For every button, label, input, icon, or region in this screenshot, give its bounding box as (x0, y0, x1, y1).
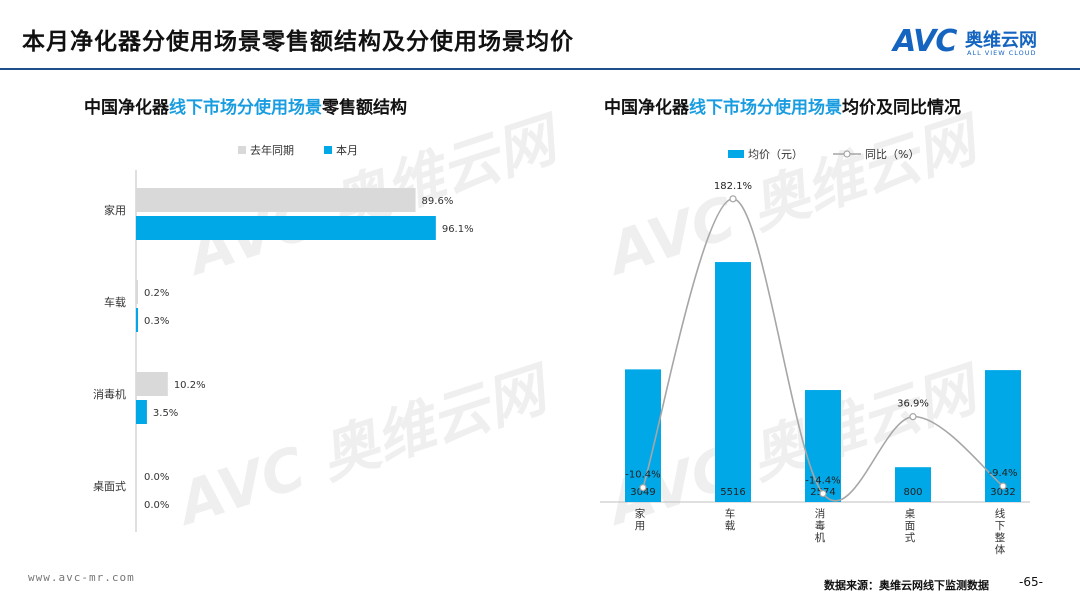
category-label: 消毒机 (93, 387, 126, 401)
category-label: 毒 (815, 519, 826, 532)
yoy-point (729, 195, 737, 203)
bar-prev (136, 280, 138, 304)
category-label: 用 (635, 520, 646, 532)
brand-name-cn: 奥维云网 (965, 30, 1037, 51)
legend-swatch-bar (728, 150, 744, 158)
category-label: 线 (995, 507, 1006, 520)
legend-item-bar: 均价（元） (728, 146, 803, 162)
left-title-highlight: 线下市场分使用场景 (169, 98, 322, 118)
category-label: 下 (995, 520, 1006, 532)
right-chart-title: 中国净化器线下市场分使用场景均价及同比情况 (604, 93, 961, 118)
left-bar-chart: 家用 89.6% 96.1% 车载 0.2% 0.3% 消毒机 10.2% 3.5% 桌面式 0.0… (93, 170, 474, 532)
data-label: 10.2% (174, 380, 206, 391)
yoy-point (639, 484, 647, 492)
bar-value-label: 3032 (990, 487, 1015, 498)
bar-avg-price (985, 370, 1021, 502)
brand-logo: AVC 奥维云网 ALL VIEW CLOUD (893, 24, 1058, 60)
legend-label-curr: 本月 (336, 144, 358, 157)
legend-label-line: 同比（%） (865, 148, 920, 161)
right-title-suffix: 均价及同比情况 (842, 98, 961, 118)
data-label: 0.3% (144, 316, 169, 327)
bar-value-label: 800 (903, 487, 922, 498)
category-label: 车载 (104, 295, 126, 309)
right-chart-legend: 均价（元） 同比（%） (728, 146, 949, 162)
footer-source: 数据来源：奥维云网线下监测数据 (824, 579, 989, 592)
left-chart-title: 中国净化器线下市场分使用场景零售额结构 (84, 93, 407, 118)
data-label: 0.0% (144, 472, 169, 483)
yoy-point (819, 490, 827, 498)
data-label: 96.1% (442, 224, 474, 235)
left-title-prefix: 中国净化器 (84, 98, 169, 118)
legend-label-prev: 去年同期 (250, 144, 294, 157)
right-title-prefix: 中国净化器 (604, 98, 689, 118)
yoy-label: -9.4% (988, 468, 1017, 479)
category-label: 家 (635, 507, 646, 520)
category-label: 家用 (104, 203, 126, 217)
legend-item-line: 同比（%） (833, 146, 919, 162)
bar-avg-price (625, 369, 661, 502)
legend-swatch-prev (238, 146, 246, 154)
header-divider (0, 68, 1080, 70)
yoy-label: -14.4% (805, 476, 840, 487)
data-label: 0.2% (144, 288, 169, 299)
category-label: 桌 (905, 507, 916, 520)
footer-url: www.avc-mr.com (28, 571, 135, 584)
bar-avg-price (715, 262, 751, 502)
yoy-label: 182.1% (714, 181, 752, 192)
category-label: 体 (995, 544, 1006, 556)
legend-item-prev: 去年同期 (238, 142, 294, 158)
category-label: 面 (905, 520, 916, 532)
bar-curr (136, 216, 436, 240)
bar-avg-price (895, 467, 931, 502)
legend-item-curr: 本月 (324, 142, 358, 158)
data-label: 3.5% (153, 408, 178, 419)
bar-value-label: 3049 (630, 487, 655, 498)
bar-prev (136, 372, 168, 396)
category-label: 消 (815, 507, 826, 520)
yoy-point (909, 413, 917, 421)
legend-swatch-line (833, 150, 861, 158)
right-combo-chart: 3049家用5516车载2574消毒机800桌面式3032线下整体-10.4%1… (600, 181, 1030, 556)
bar-avg-price (805, 390, 841, 502)
bar-prev (136, 188, 416, 212)
bar-curr (136, 308, 138, 332)
yoy-point (999, 482, 1007, 490)
left-title-suffix: 零售额结构 (322, 98, 407, 118)
category-label: 车 (725, 507, 736, 520)
data-label: 89.6% (422, 196, 454, 207)
page-title: 本月净化器分使用场景零售额结构及分使用场景均价 (22, 29, 574, 55)
yoy-line (642, 198, 1004, 502)
brand-mark: AVC (893, 24, 957, 59)
page-number: -65- (1019, 575, 1043, 589)
data-label: 0.0% (144, 500, 169, 511)
category-label: 机 (815, 531, 826, 544)
left-chart-legend: 去年同期 本月 (238, 142, 388, 158)
category-label: 式 (905, 531, 916, 544)
yoy-label: -10.4% (625, 470, 660, 481)
category-label: 桌面式 (93, 480, 126, 493)
yoy-label: 36.9% (897, 399, 929, 410)
bar-value-label: 5516 (720, 487, 745, 498)
right-title-highlight: 线下市场分使用场景 (689, 98, 842, 118)
category-label: 整 (995, 531, 1006, 544)
bar-curr (136, 400, 147, 424)
brand-name-en: ALL VIEW CLOUD (967, 49, 1037, 57)
category-label: 载 (725, 520, 736, 532)
legend-label-bar: 均价（元） (748, 148, 803, 161)
legend-swatch-curr (324, 146, 332, 154)
